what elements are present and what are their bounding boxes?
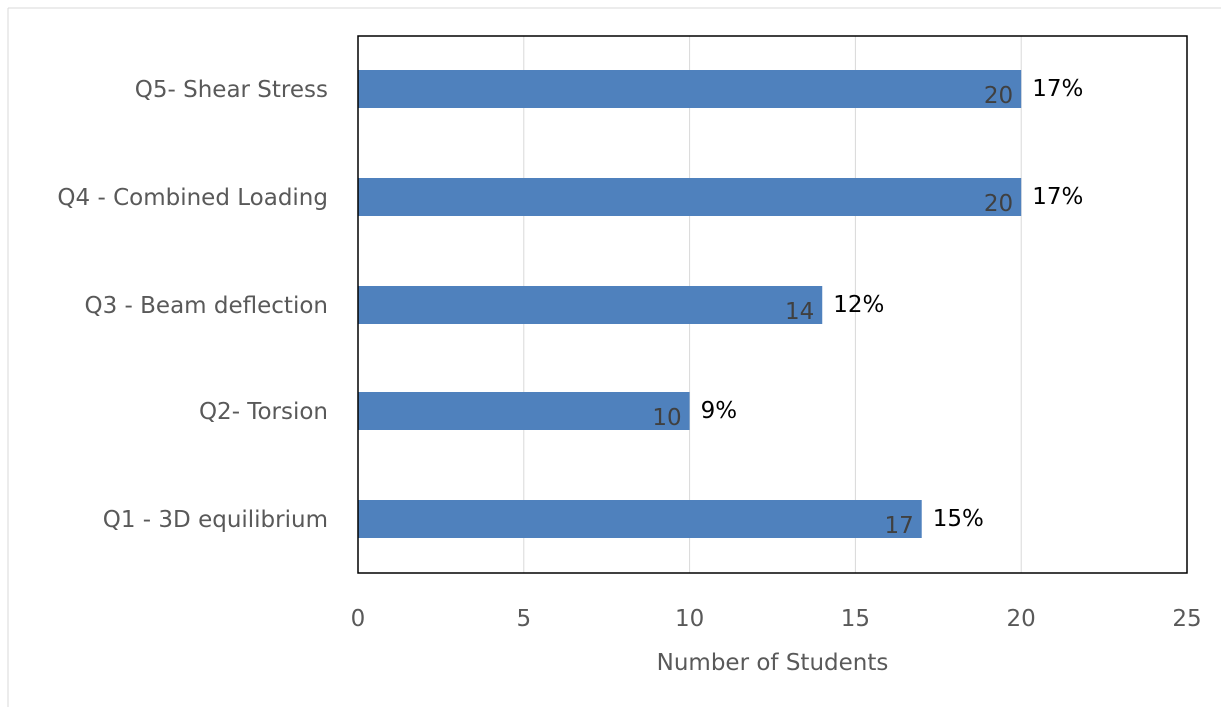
y-category-label: Q5- Shear Stress <box>135 77 328 103</box>
plot-area-border <box>357 35 1188 574</box>
bar-percent-label: 12% <box>833 292 884 318</box>
bar <box>358 286 823 324</box>
bar <box>358 178 1022 216</box>
bar <box>358 500 922 538</box>
labels: 0 5 10 15 20 25 Q1 - 3D equilibrium 17 15% Q2- To… <box>57 76 1201 632</box>
bar-percent-label: 17% <box>1032 76 1083 102</box>
x-tick-label: 0 <box>351 606 366 632</box>
bar <box>358 392 690 430</box>
bar-value-label: 17 <box>884 513 913 539</box>
bar-value-label: 10 <box>652 405 681 431</box>
bar-percent-label: 9% <box>701 398 738 424</box>
bar-percent-label: 17% <box>1032 184 1083 210</box>
x-tick-label: 25 <box>1172 606 1201 632</box>
y-category-label: Q2- Torsion <box>199 399 328 425</box>
bar-value-label: 14 <box>785 299 814 325</box>
bars <box>358 70 1022 538</box>
y-category-label: Q3 - Beam deflection <box>85 293 329 319</box>
bar-value-label: 20 <box>984 191 1013 217</box>
x-tick-label: 20 <box>1007 606 1036 632</box>
bar <box>358 70 1022 108</box>
x-tick-label: 5 <box>516 606 531 632</box>
x-axis-title: Number of Students <box>657 650 889 676</box>
x-tick-label: 10 <box>675 606 704 632</box>
y-category-label: Q4 - Combined Loading <box>57 185 328 211</box>
bar-percent-label: 15% <box>933 506 984 532</box>
y-category-label: Q1 - 3D equilibrium <box>103 507 328 533</box>
x-tick-label: 15 <box>841 606 870 632</box>
bar-value-label: 20 <box>984 83 1013 109</box>
